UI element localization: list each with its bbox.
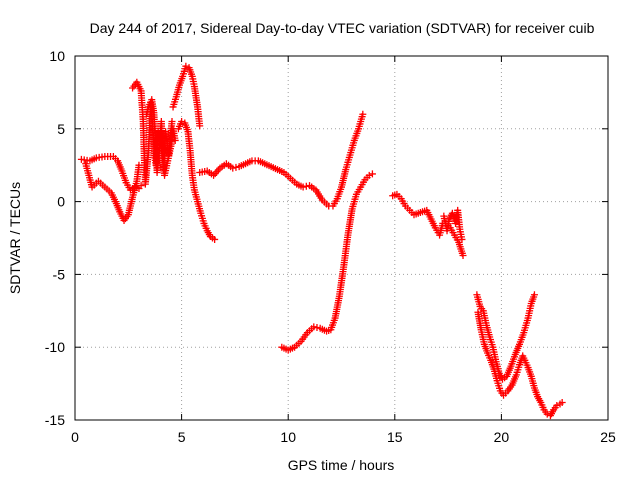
data-point-marker	[530, 291, 538, 299]
y-tick-labels: 10 5 0 -5 -10 -15	[45, 48, 65, 428]
data-point-marker	[359, 110, 367, 118]
data-point-marker	[171, 136, 179, 144]
data-point-marker	[299, 183, 307, 191]
y-tick-label: 5	[57, 121, 65, 137]
data-point-marker	[168, 118, 176, 126]
series-arc-f-spikes	[440, 206, 466, 243]
series-arc-g-lower	[474, 308, 566, 420]
data-point-marker	[458, 235, 466, 243]
data-point-marker	[558, 399, 566, 407]
data-point-marker	[182, 62, 190, 70]
series-arc-a-upper	[77, 152, 145, 194]
x-tick-label: 25	[600, 429, 616, 445]
data-point-marker	[211, 235, 219, 243]
y-tick-label: -10	[45, 339, 65, 355]
data-point-marker	[313, 324, 321, 332]
data-point-marker	[196, 122, 204, 130]
data-point-marker	[178, 118, 186, 126]
series-arc-d	[196, 110, 367, 210]
plot-frame	[74, 55, 609, 421]
data-point-marker	[302, 182, 310, 190]
y-axis-label: SDTVAR / TECUs	[7, 182, 23, 294]
series-arc-c-lower	[174, 118, 219, 243]
y-tick-label: 0	[57, 194, 65, 210]
data-series	[77, 62, 566, 420]
data-point-marker	[365, 171, 373, 179]
series-arc-a-lower	[82, 160, 143, 225]
series-arc-c-upper	[169, 62, 204, 130]
series-arc-f	[389, 190, 467, 259]
y-tick-label: -5	[53, 266, 66, 282]
y-tick-label: 10	[49, 48, 65, 64]
series-arc-g-upper	[473, 291, 538, 383]
chart-title: Day 244 of 2017, Sidereal Day-to-day VTE…	[90, 20, 595, 36]
x-tick-label: 0	[71, 429, 79, 445]
x-tick-labels: 0 5 10 15 20 25	[71, 429, 616, 445]
data-point-marker	[310, 323, 318, 331]
series-arc-b-spikes	[142, 96, 176, 176]
x-tick-label: 10	[280, 429, 296, 445]
x-tick-label: 20	[494, 429, 510, 445]
x-tick-label: 5	[178, 429, 186, 445]
series-arc-e	[278, 170, 376, 354]
data-point-marker	[368, 170, 376, 178]
y-tick-label: -15	[45, 412, 65, 428]
data-point-marker	[229, 164, 237, 172]
data-point-marker	[553, 401, 561, 409]
x-axis-label: GPS time / hours	[288, 457, 395, 473]
x-tick-label: 15	[387, 429, 403, 445]
data-point-marker	[232, 163, 240, 171]
data-point-marker	[459, 251, 467, 259]
axis-ticks	[74, 55, 609, 421]
